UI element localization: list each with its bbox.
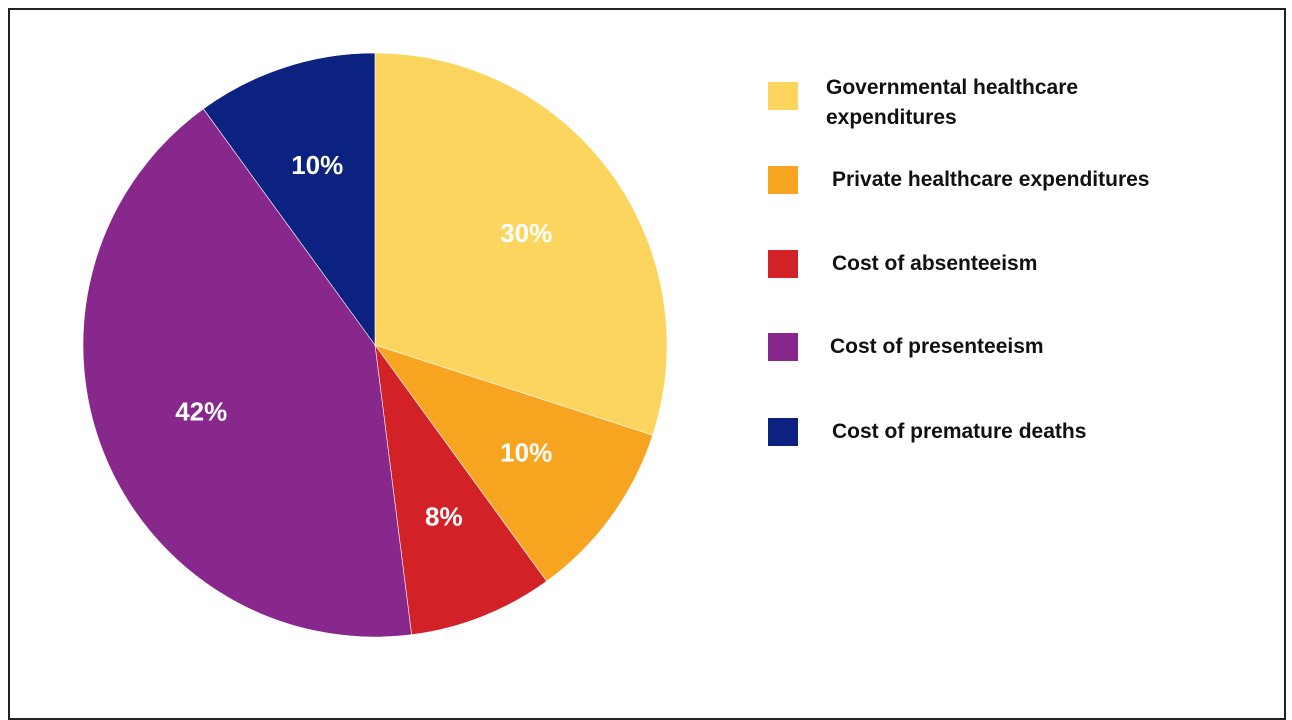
pie-value-label: 8% — [425, 502, 463, 532]
pie-slice-private-healthcare-expenditures — [374, 344, 654, 582]
pie-slice-cost-of-absenteeism — [374, 344, 548, 636]
pie-slice-cost-of-premature-deaths — [202, 52, 376, 346]
pie-slice-cost-of-presenteeism — [82, 108, 412, 638]
legend-label: Cost of premature deaths — [832, 420, 1087, 443]
legend-swatch — [768, 418, 798, 446]
legend-label: Cost of presenteeism — [830, 335, 1044, 358]
legend-label: Private healthcare expenditures — [832, 168, 1150, 191]
legend-label: Cost of absenteeism — [832, 252, 1038, 275]
legend-swatch — [768, 166, 798, 194]
pie-value-label: 42% — [175, 397, 227, 427]
legend-label: Governmental healthcare expenditures — [826, 76, 1079, 129]
legend-swatch — [768, 82, 798, 110]
pie-slices — [82, 52, 668, 638]
pie-value-labels: 30% 10% 8% 42% 10% — [175, 150, 552, 531]
legend-swatch — [768, 250, 798, 278]
legend-swatch — [768, 333, 798, 361]
pie-slice-governmental-healthcare-expenditures — [374, 52, 668, 436]
pie-value-label: 30% — [500, 218, 552, 248]
pie-value-label: 10% — [500, 438, 552, 468]
pie-value-label: 10% — [291, 150, 343, 180]
